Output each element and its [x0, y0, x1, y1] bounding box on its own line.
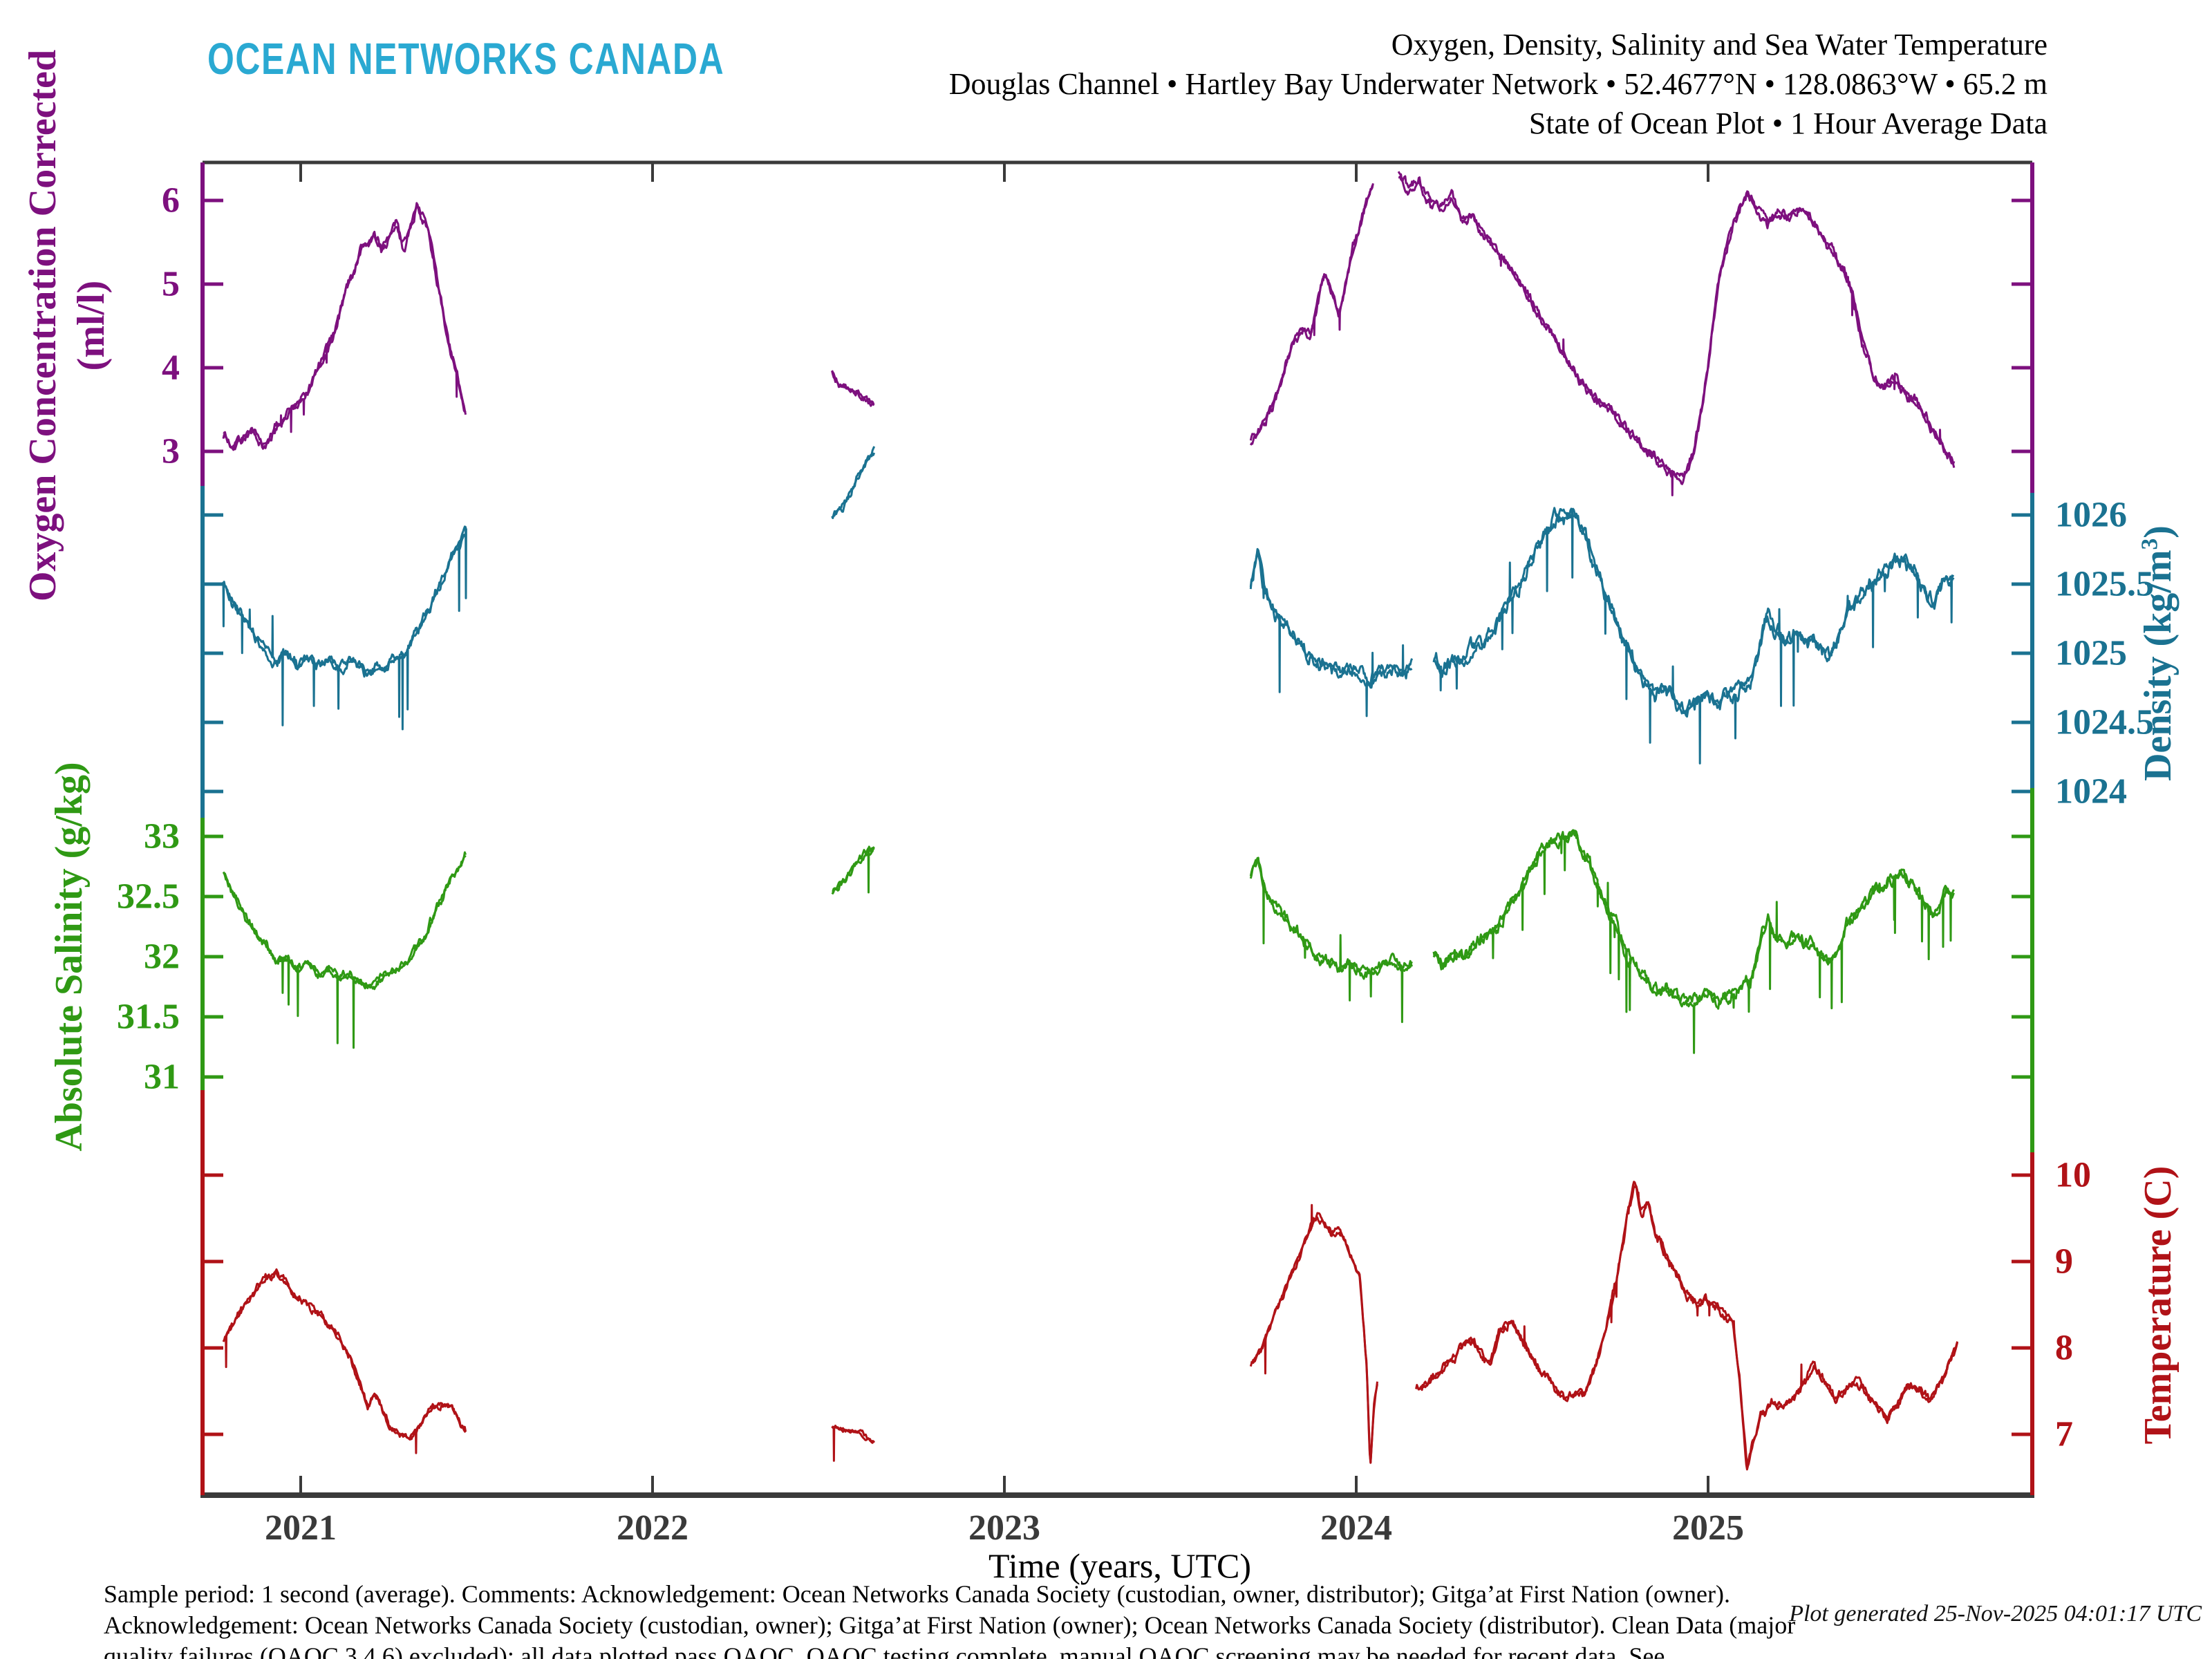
footer-line1: Sample period: 1 second (average). Comme… — [104, 1580, 1730, 1608]
series-absolute-salinity — [1432, 829, 1955, 1054]
y-tick-label: 3 — [162, 431, 180, 471]
series-temperature — [1415, 1185, 1959, 1468]
series-absolute-salinity — [1432, 830, 1955, 1011]
series-absolute-salinity — [1249, 856, 1413, 1002]
footer-comments: Sample period: 1 second (average). Comme… — [104, 1579, 1795, 1659]
plot-title-line3: State of Ocean Plot • 1 Hour Average Dat… — [1528, 106, 2047, 140]
footer-line2: Acknowledgement: Ocean Networks Canada S… — [104, 1611, 1796, 1639]
series-oxygen-concentration-corrected — [222, 202, 467, 451]
y-tick-label: 32.5 — [117, 877, 180, 917]
y-tick-label: 10 — [2055, 1155, 2091, 1195]
series-temperature — [1250, 1215, 1378, 1464]
series-temperature — [831, 1425, 875, 1443]
x-tick-label: 2024 — [1320, 1508, 1392, 1548]
y-tick-label: 1026 — [2055, 495, 2127, 535]
series-density — [1249, 552, 1414, 687]
series-absolute-salinity — [1249, 856, 1414, 1023]
series-temperature — [1416, 1181, 1959, 1471]
y-tick-label: 1024 — [2055, 771, 2127, 812]
series-temperature — [223, 1271, 467, 1440]
series-oxygen-concentration-corrected — [831, 370, 875, 404]
y-tick-label: 4 — [162, 348, 180, 388]
series-density — [222, 534, 467, 711]
y-tick-label: 1025.5 — [2055, 564, 2154, 604]
plot-title-line1: Oxygen, Density, Salinity and Sea Water … — [1391, 28, 2047, 62]
oxygen-axis-unit: (ml/l) — [70, 280, 113, 371]
series-density — [222, 525, 467, 731]
series-absolute-salinity — [222, 851, 467, 1044]
y-tick-label: 7 — [2055, 1414, 2073, 1454]
onc-logo: OCEAN NETWORKS CANADA — [207, 34, 725, 84]
y-tick-label: 31.5 — [117, 997, 180, 1037]
y-tick-label: 9 — [2055, 1241, 2073, 1282]
plot-title-line2: Douglas Channel • Hartley Bay Underwater… — [948, 67, 2047, 101]
y-tick-label: 1024.5 — [2055, 702, 2154, 742]
y-tick-label: 5 — [162, 264, 180, 304]
density-axis-title-suffix: ) — [2137, 525, 2180, 538]
y-tick-label: 31 — [144, 1057, 180, 1097]
y-tick-label: 1025 — [2055, 633, 2127, 673]
y-tick-label: 6 — [162, 180, 180, 221]
y-tick-label: 8 — [2055, 1328, 2073, 1368]
series-oxygen-concentration-corrected — [1249, 185, 1374, 441]
series-oxygen-concentration-corrected — [223, 203, 467, 450]
x-tick-label: 2025 — [1672, 1508, 1744, 1548]
series-absolute-salinity — [222, 854, 467, 1049]
y-tick-label: 33 — [144, 816, 180, 856]
series-temperature — [222, 1268, 467, 1454]
x-axis-title: Time (years, UTC) — [988, 1546, 1252, 1585]
plot-title: Oxygen, Density, Salinity and Sea Water … — [949, 25, 2047, 143]
x-tick-label: 2023 — [968, 1508, 1040, 1548]
oxygen-axis-title: Oxygen Concentration Corrected — [21, 49, 64, 602]
plot-generated-timestamp: Plot generated 25-Nov-2025 04:01:17 UTC — [1789, 1601, 2202, 1627]
footer-line3: quality failures (QAQC 3,4,6) excluded):… — [104, 1642, 1690, 1659]
x-tick-label: 2021 — [265, 1508, 337, 1548]
density-axis-title-sup: 3 — [2137, 538, 2163, 550]
series-density — [1249, 547, 1413, 718]
y-tick-label: 32 — [144, 937, 180, 977]
series-oxygen-concentration-corrected — [1398, 175, 1956, 496]
series-temperature — [1249, 1203, 1378, 1464]
salinity-axis-title: Absolute Salinity (g/kg) — [48, 762, 91, 1152]
series-density — [1432, 507, 1955, 744]
series-oxygen-concentration-corrected — [1397, 171, 1956, 485]
series-absolute-salinity — [832, 847, 875, 893]
x-tick-label: 2022 — [617, 1508, 688, 1548]
series-oxygen-concentration-corrected — [1249, 183, 1374, 446]
series-density — [832, 452, 876, 518]
temperature-axis-title: Temperature (C) — [2137, 1165, 2180, 1445]
series-density — [1432, 508, 1955, 765]
